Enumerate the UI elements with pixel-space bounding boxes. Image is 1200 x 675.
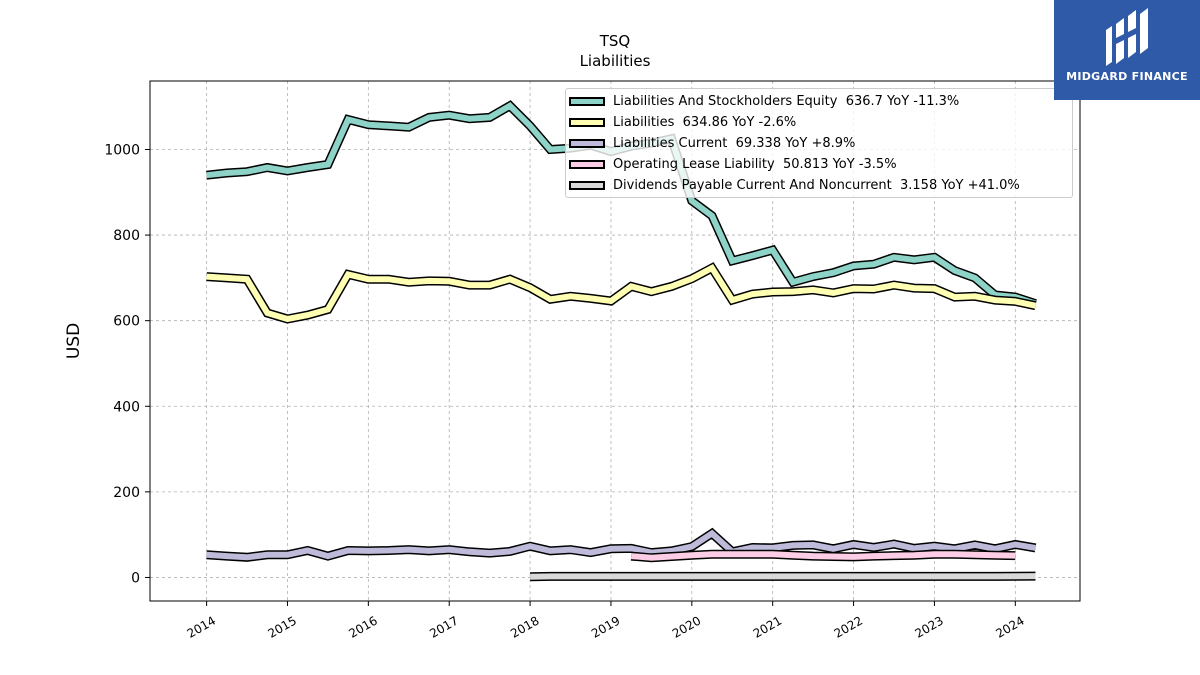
plot-frame: [149, 80, 1081, 602]
legend-label: Liabilities And Stockholders Equity 636.…: [613, 93, 960, 109]
series-line: [206, 527, 1037, 562]
legend-swatch: [569, 96, 605, 106]
legend-swatch: [569, 138, 605, 148]
legend-item: Operating Lease Liability 50.813 YoY -3.…: [566, 154, 897, 174]
x-tick-label: 2020: [670, 613, 703, 640]
logo-text: MIDGARD FINANCE: [1066, 70, 1188, 83]
legend-label: Liabilities Current 69.338 YoY +8.9%: [613, 135, 856, 151]
series-fill: [630, 551, 1016, 561]
series-fill: [206, 264, 1037, 323]
series-line: [530, 571, 1036, 582]
legend-label: Operating Lease Liability 50.813 YoY -3.…: [613, 156, 897, 172]
legend-swatch: [569, 159, 605, 169]
x-tick-label: 2016: [346, 613, 379, 640]
legend-item: Liabilities Current 69.338 YoY +8.9%: [566, 133, 855, 153]
series-fill: [206, 529, 1036, 561]
series-line: [630, 549, 1016, 563]
x-tick-label: 2014: [185, 613, 218, 640]
x-tick-label: 2023: [912, 613, 945, 640]
y-tick-label: 0: [131, 570, 140, 586]
series-line: [206, 262, 1037, 324]
y-tick-label: 800: [113, 228, 140, 244]
legend-item: Liabilities 634.86 YoY -2.6%: [566, 112, 796, 132]
legend-item: Dividends Payable Current And Noncurrent…: [566, 175, 1020, 195]
x-tick-label: 2024: [993, 613, 1026, 640]
x-tick-label: 2022: [832, 613, 865, 640]
legend-item: Liabilities And Stockholders Equity 636.…: [566, 91, 959, 111]
y-tick-label: 600: [113, 314, 140, 330]
x-tick-label: 2017: [427, 613, 460, 640]
series-fill: [530, 573, 1036, 580]
axes: 0 200 400 600 800 1000 2014 2015 2016 2017 2018 201…: [104, 142, 1026, 640]
y-tick-label: 200: [113, 485, 140, 501]
chart-legend: Liabilities And Stockholders Equity 636.…: [565, 88, 1073, 198]
chart-subtitle: Liabilities: [579, 52, 651, 70]
legend-label: Dividends Payable Current And Noncurrent…: [613, 177, 1020, 193]
x-tick-label: 2018: [508, 613, 541, 640]
chart-title: TSQ: [599, 32, 631, 50]
x-tick-label: 2015: [266, 613, 299, 640]
x-tick-label: 2019: [589, 613, 622, 640]
logo-mark-icon: [1106, 8, 1148, 66]
company-logo: MIDGARD FINANCE: [1054, 0, 1200, 100]
y-tick-label: 400: [113, 399, 140, 415]
x-tick-label: 2021: [751, 613, 784, 640]
legend-label: Liabilities 634.86 YoY -2.6%: [613, 114, 797, 130]
legend-swatch: [569, 117, 605, 127]
legend-swatch: [569, 180, 605, 190]
y-axis-label: USD: [64, 323, 84, 359]
y-tick-label: 1000: [104, 142, 140, 158]
